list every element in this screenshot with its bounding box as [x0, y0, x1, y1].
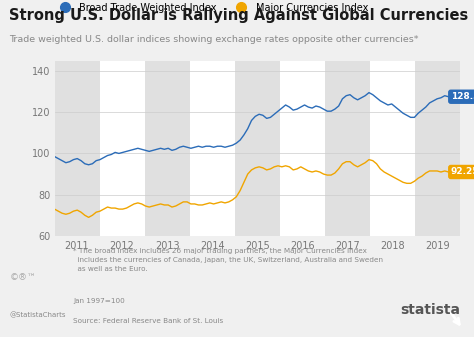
Legend: Broad Trade Weighted Index, Major Currencies Index: Broad Trade Weighted Index, Major Curren…: [51, 0, 372, 17]
Bar: [145, 61, 190, 236]
Text: @StatistaCharts: @StatistaCharts: [9, 312, 66, 318]
Text: 92.25: 92.25: [451, 167, 474, 177]
Text: statista: statista: [400, 303, 460, 317]
Text: Trade weighted U.S. dollar indices showing exchange rates opposite other currenc: Trade weighted U.S. dollar indices showi…: [9, 35, 419, 44]
Text: * The broad index includes 26 major trading partners, the Major Currencies Index: * The broad index includes 26 major trad…: [73, 248, 383, 272]
Bar: [325, 61, 370, 236]
Bar: [55, 61, 100, 236]
Text: Jan 1997=100: Jan 1997=100: [73, 298, 125, 304]
Bar: [235, 61, 280, 236]
Text: 128.31: 128.31: [451, 92, 474, 101]
Text: Strong U.S. Dollar is Rallying Against Global Currencies: Strong U.S. Dollar is Rallying Against G…: [9, 8, 469, 24]
Bar: [415, 61, 460, 236]
Text: ©®™: ©®™: [9, 274, 36, 282]
Text: Source: Federal Reserve Bank of St. Louis: Source: Federal Reserve Bank of St. Loui…: [73, 318, 224, 325]
